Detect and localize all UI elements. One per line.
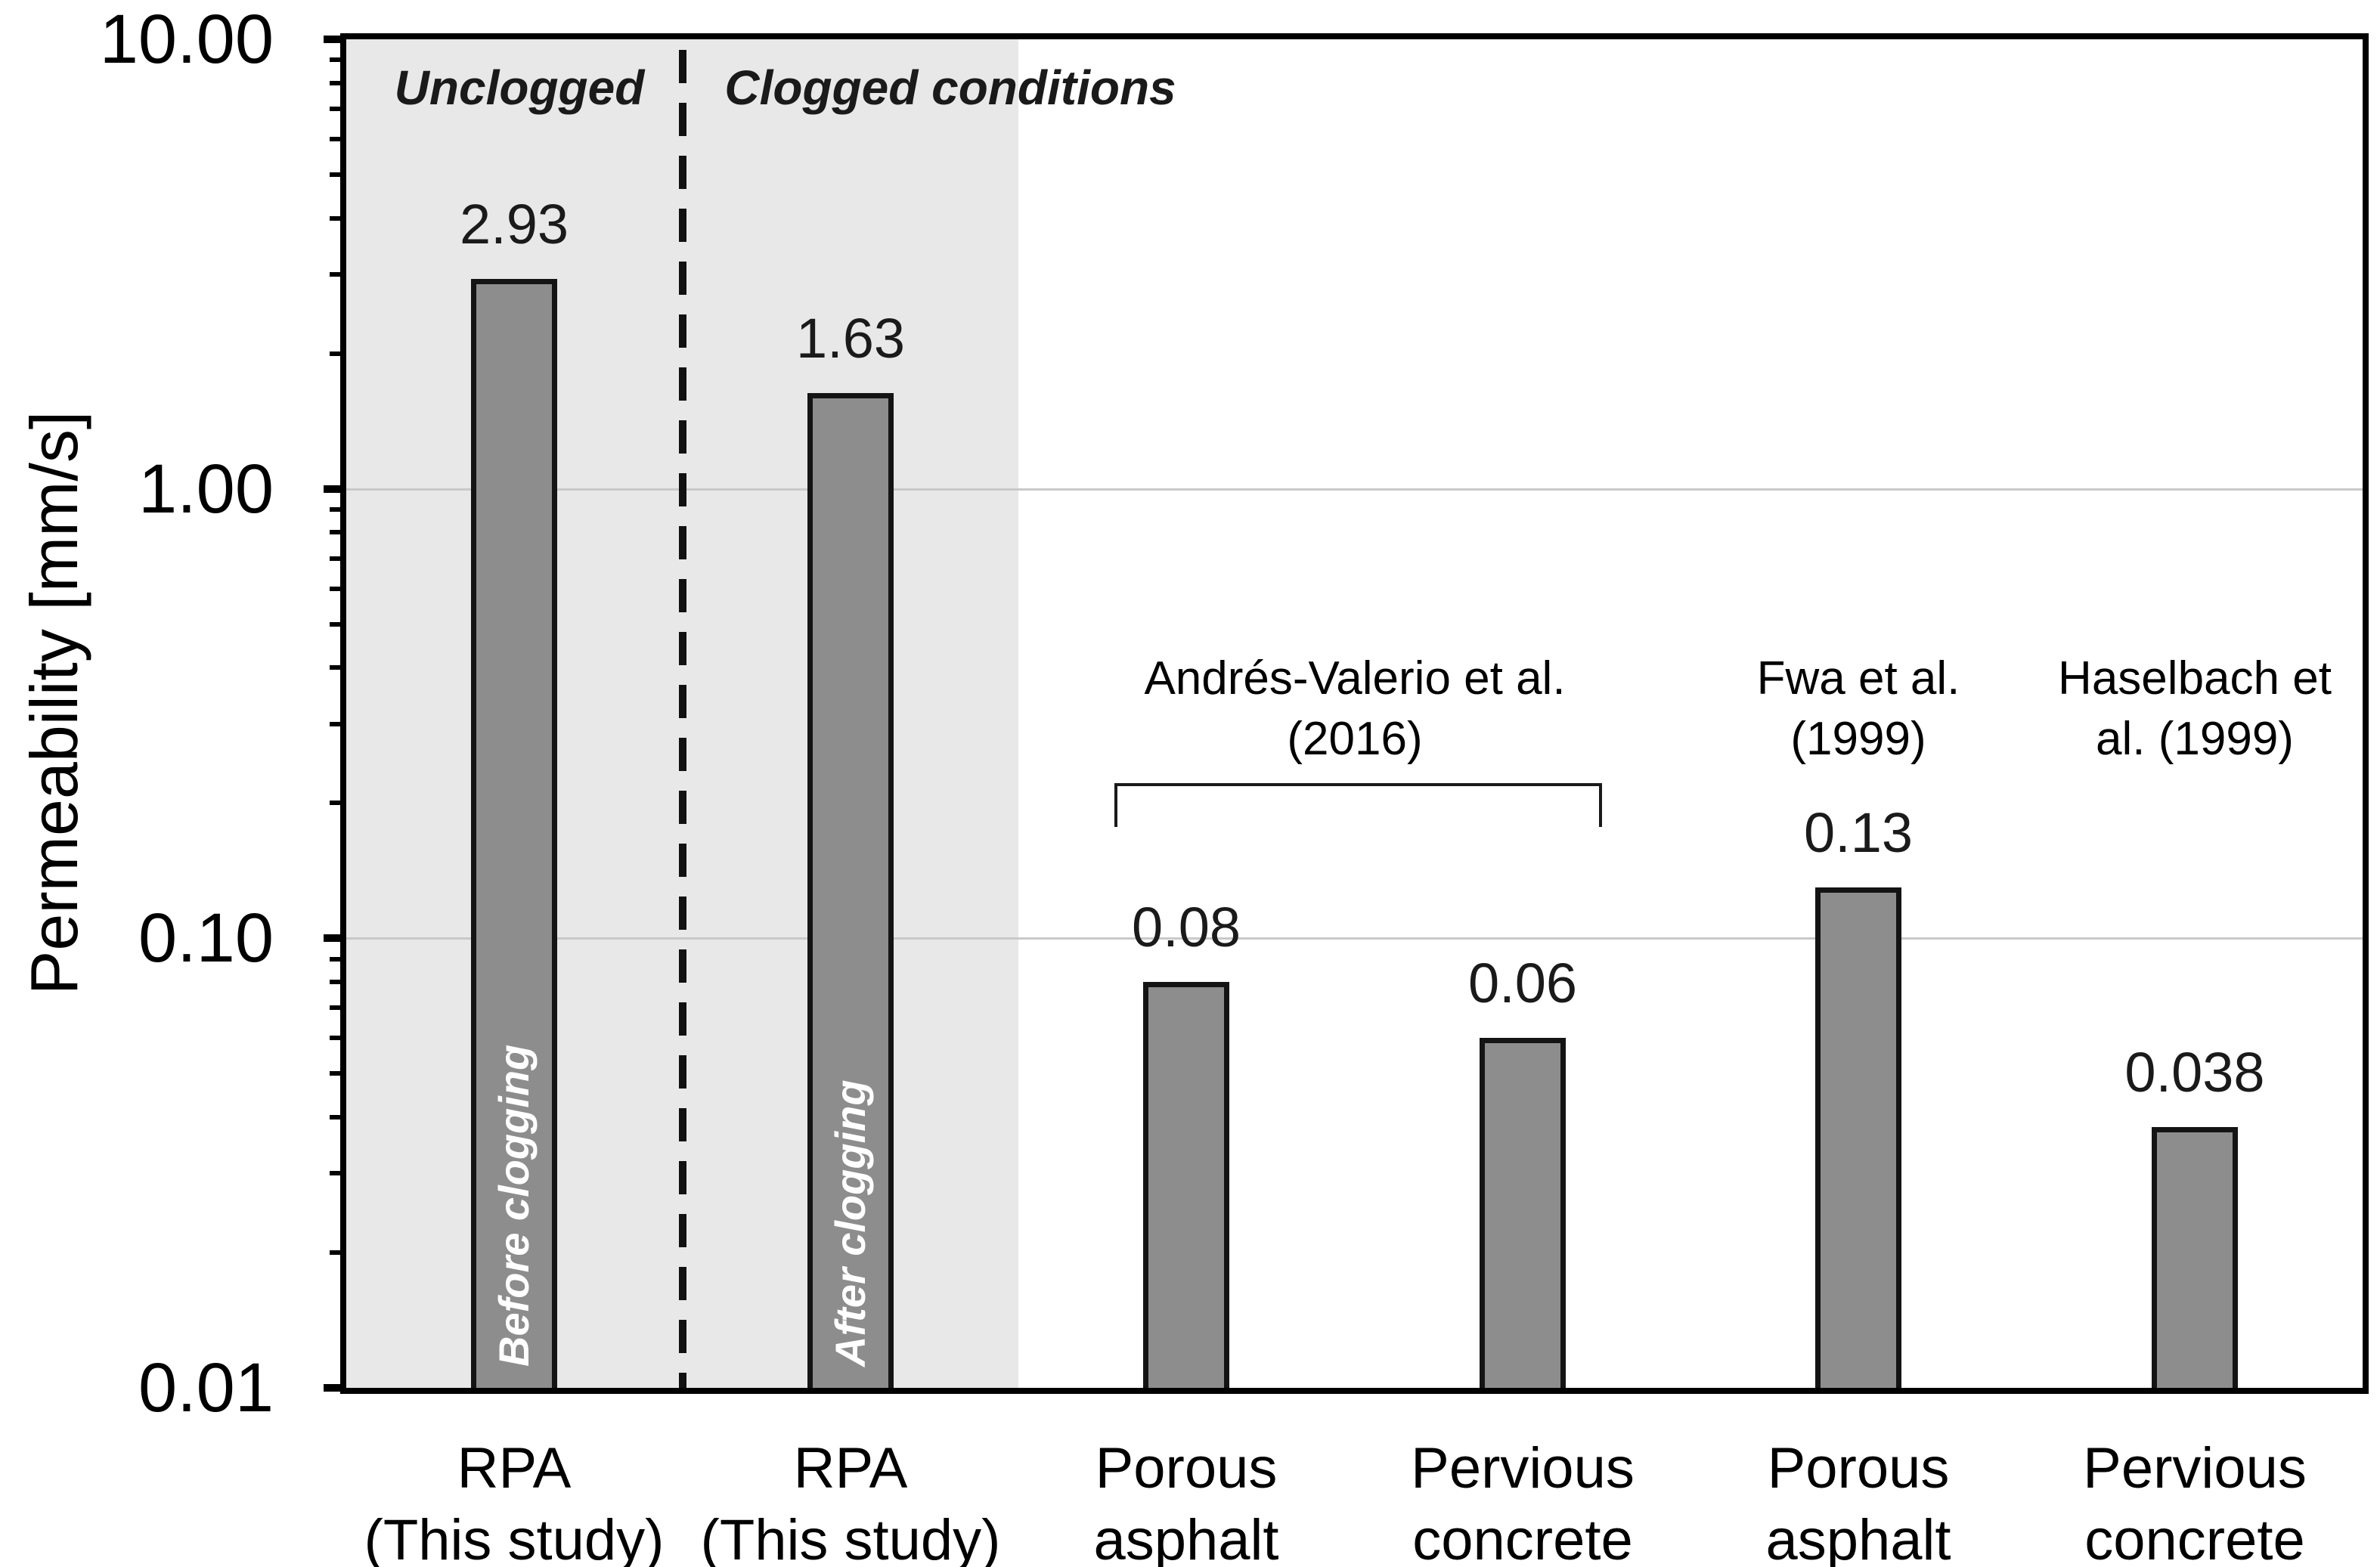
y-minor-tick <box>330 1036 346 1040</box>
bar-category-label: RPA (This study) <box>364 1432 665 1567</box>
y-minor-tick <box>330 1171 346 1175</box>
y-minor-tick <box>330 1250 346 1255</box>
bar-category-line: Porous <box>1095 1436 1278 1500</box>
bar-value-label: 2.93 <box>459 193 569 255</box>
y-tick-label: 1.00 <box>138 451 274 528</box>
annotation-line: Haselbach et <box>2058 652 2332 705</box>
annotation-line: Andrés-Valerio et al. <box>1144 652 1566 705</box>
y-minor-tick <box>330 587 346 591</box>
annotation-source-label: Haselbach et al. (1999) <box>2058 649 2332 770</box>
bar-value-label: 0.06 <box>1467 952 1578 1014</box>
bar-category-line: Porous <box>1767 1436 1950 1500</box>
annotation-line: (2016) <box>1287 713 1423 765</box>
y-minor-tick <box>330 216 346 221</box>
plot-area-border <box>340 33 2369 1394</box>
bar-category-label: RPA (This study) <box>701 1432 1001 1567</box>
bar-category-label: Pervious concrete <box>2083 1432 2307 1567</box>
bar <box>1815 887 1901 1388</box>
bar-category-line: RPA <box>793 1436 908 1500</box>
bar-category-line: (This study) <box>364 1508 665 1567</box>
bar-category-line: (This study) <box>700 1508 1001 1567</box>
bar-category-line: Pervious <box>1411 1436 1635 1500</box>
annotation-source-label: Andrés-Valerio et al. (2016) <box>1144 649 1565 770</box>
bar <box>807 393 894 1388</box>
bar-category-label: Pervious concrete <box>1411 1432 1635 1567</box>
y-axis-title: Permeability [mm/s] <box>17 410 91 996</box>
y-minor-tick <box>330 556 346 561</box>
y-minor-tick <box>330 1005 346 1010</box>
annotation-line: (1999) <box>1790 713 1926 765</box>
y-minor-tick <box>330 137 346 141</box>
bar <box>2152 1127 2238 1388</box>
y-minor-tick <box>330 622 346 627</box>
y-minor-tick <box>330 272 346 277</box>
y-minor-tick <box>330 530 346 534</box>
y-minor-tick <box>330 801 346 805</box>
y-minor-tick <box>330 722 346 726</box>
y-minor-tick <box>330 507 346 512</box>
bar-value-label: 0.038 <box>2124 1041 2265 1104</box>
y-tick-label: 0.10 <box>138 900 274 977</box>
bar-category-line: concrete <box>2084 1508 2305 1567</box>
y-major-tick <box>324 485 346 493</box>
bar-value-label: 1.63 <box>795 307 906 370</box>
bar-category-line: RPA <box>457 1436 572 1500</box>
y-major-tick <box>324 1384 346 1392</box>
y-minor-tick <box>330 980 346 984</box>
bar-category-line: asphalt <box>1765 1508 1951 1567</box>
y-major-tick <box>324 36 346 43</box>
y-minor-tick <box>330 957 346 962</box>
y-minor-tick <box>330 107 346 111</box>
annotation-source-label: Fwa et al. (1999) <box>1757 649 1960 770</box>
bar-category-line: concrete <box>1412 1508 1633 1567</box>
y-minor-tick <box>330 172 346 177</box>
bar-category-line: Pervious <box>2083 1436 2307 1500</box>
gridline <box>346 937 2363 940</box>
y-minor-tick <box>330 57 346 62</box>
y-minor-tick <box>330 1071 346 1076</box>
region-label-clogged-conditions: Clogged conditions <box>724 60 1176 115</box>
bar-category-line: asphalt <box>1093 1508 1279 1567</box>
bar-category-label: Porous asphalt <box>1765 1432 1951 1567</box>
gridline <box>346 488 2363 491</box>
bar <box>471 279 557 1388</box>
region-label-unclogged: Unclogged <box>394 60 645 115</box>
bar <box>1143 982 1229 1388</box>
annotation-line: al. (1999) <box>2096 713 2294 765</box>
y-minor-tick <box>330 351 346 356</box>
y-minor-tick <box>330 81 346 85</box>
y-tick-label: 10.00 <box>99 1 274 78</box>
annotation-line: Fwa et al. <box>1756 652 1960 705</box>
bar-value-label: 0.08 <box>1131 896 1241 958</box>
bar-value-label: 0.13 <box>1803 801 1914 864</box>
annotation-bracket <box>1114 783 1602 827</box>
bar-category-label: Porous asphalt <box>1093 1432 1278 1567</box>
divider-dashed-line <box>679 50 686 1388</box>
y-minor-tick <box>330 665 346 670</box>
y-tick-label: 0.01 <box>138 1349 274 1426</box>
y-major-tick <box>324 934 346 942</box>
y-minor-tick <box>330 1115 346 1120</box>
bar <box>1480 1038 1566 1388</box>
